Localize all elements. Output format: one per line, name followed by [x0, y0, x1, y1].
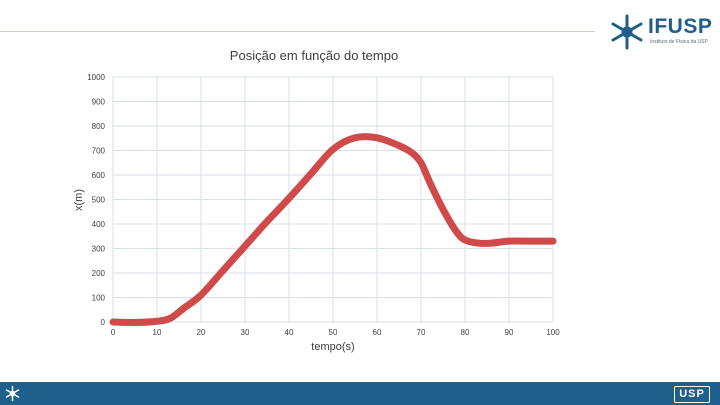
y-tick-label: 900	[92, 98, 106, 107]
x-tick-label: 0	[111, 328, 116, 337]
y-axis-label: x(m)	[73, 189, 85, 211]
y-tick-label: 200	[92, 269, 106, 278]
y-tick-label: 800	[92, 122, 106, 131]
snowflake-icon	[611, 14, 643, 50]
x-tick-label: 90	[505, 328, 514, 337]
x-tick-label: 60	[373, 328, 382, 337]
footer-bar: USP	[0, 382, 720, 405]
x-tick-label: 20	[197, 328, 206, 337]
y-tick-label: 100	[92, 294, 106, 303]
y-tick-label: 700	[92, 147, 106, 156]
x-tick-label: 10	[153, 328, 162, 337]
header-divider	[0, 31, 595, 32]
x-tick-label: 70	[417, 328, 426, 337]
usp-logo: USP	[674, 386, 710, 403]
logo-text: IFUSP	[648, 15, 713, 38]
logo-subtitle: Instituto de Física da USP	[650, 39, 708, 45]
y-tick-label: 1000	[87, 73, 105, 82]
y-tick-label: 300	[92, 245, 106, 254]
series-line	[109, 133, 557, 327]
x-tick-label: 30	[241, 328, 250, 337]
x-axis-label: tempo(s)	[311, 341, 354, 353]
y-tick-label: 500	[92, 196, 106, 205]
x-tick-label: 50	[329, 328, 338, 337]
x-tick-label: 100	[546, 328, 560, 337]
ifusp-logo: IFUSP Instituto de Física da USP	[608, 12, 718, 52]
y-tick-label: 0	[101, 318, 106, 327]
x-tick-label: 40	[285, 328, 294, 337]
y-tick-label: 400	[92, 220, 106, 229]
x-tick-label: 80	[461, 328, 470, 337]
chart-title: Posição em função do tempo	[229, 48, 399, 63]
y-tick-label: 600	[92, 171, 106, 180]
snowflake-icon	[5, 385, 20, 402]
